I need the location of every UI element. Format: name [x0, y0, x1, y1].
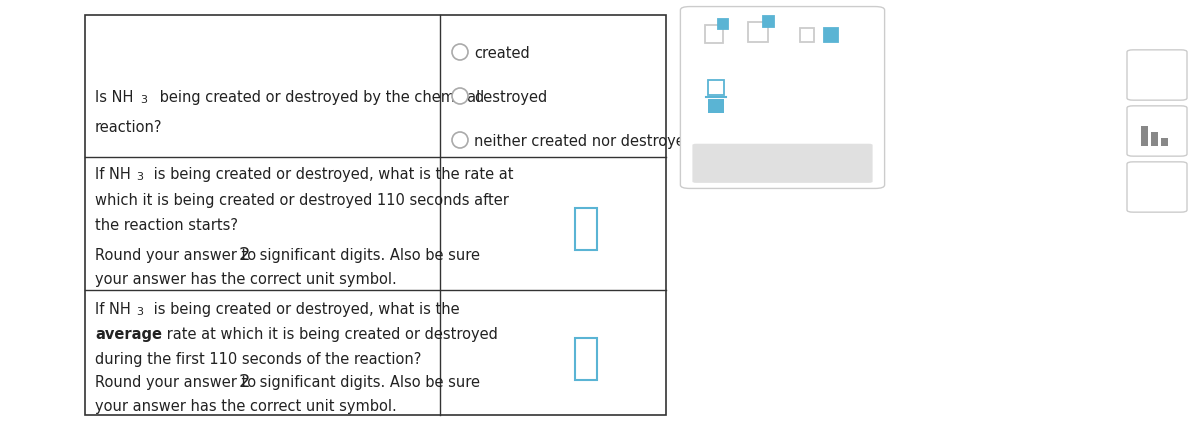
Text: reaction?: reaction? — [95, 120, 162, 135]
Text: during the first 110 seconds of the reaction?: during the first 110 seconds of the reac… — [95, 352, 421, 367]
FancyBboxPatch shape — [1127, 50, 1187, 100]
Text: rate at which it is being created or destroyed: rate at which it is being created or des… — [162, 327, 498, 342]
Text: significant digits. Also be sure: significant digits. Also be sure — [254, 248, 480, 263]
Text: Is NH: Is NH — [95, 90, 133, 105]
Text: x10: x10 — [706, 47, 720, 56]
Text: ⊞: ⊞ — [1147, 63, 1166, 87]
Bar — [748, 22, 768, 42]
Text: your answer has the correct unit symbol.: your answer has the correct unit symbol. — [95, 399, 397, 414]
Ellipse shape — [452, 88, 468, 104]
Ellipse shape — [452, 132, 468, 148]
Ellipse shape — [452, 44, 468, 60]
Text: 2: 2 — [239, 246, 251, 264]
Text: is being created or destroyed, what is the rate at: is being created or destroyed, what is t… — [149, 167, 514, 182]
Text: created: created — [474, 46, 529, 61]
Text: 3: 3 — [140, 95, 148, 105]
FancyBboxPatch shape — [680, 6, 884, 188]
Text: ·: · — [817, 30, 822, 45]
FancyBboxPatch shape — [1127, 162, 1187, 212]
Text: 3: 3 — [136, 307, 143, 317]
FancyBboxPatch shape — [1127, 106, 1187, 156]
Bar — [706, 25, 722, 43]
Bar — [575, 208, 598, 250]
Bar — [708, 80, 724, 95]
Bar — [763, 16, 774, 27]
Text: ×: × — [722, 155, 738, 173]
Text: 2: 2 — [239, 373, 251, 391]
Text: destroyed: destroyed — [474, 90, 547, 105]
Text: your answer has the correct unit symbol.: your answer has the correct unit symbol. — [95, 272, 397, 287]
FancyBboxPatch shape — [692, 144, 872, 183]
Bar — [1162, 138, 1168, 146]
Text: ↺: ↺ — [763, 155, 776, 173]
Text: Ar: Ar — [1148, 179, 1165, 194]
Text: significant digits. Also be sure: significant digits. Also be sure — [254, 375, 480, 390]
Text: neither created nor destroyed: neither created nor destroyed — [474, 134, 694, 149]
Text: which it is being created or destroyed 110 seconds after: which it is being created or destroyed 1… — [95, 193, 509, 208]
Text: Round your answer to: Round your answer to — [95, 248, 260, 263]
Text: If NH: If NH — [95, 167, 131, 182]
Text: 3: 3 — [136, 172, 143, 182]
Text: the reaction starts?: the reaction starts? — [95, 218, 238, 233]
Bar — [1141, 126, 1148, 146]
Bar — [718, 19, 728, 29]
Bar — [824, 28, 838, 42]
Text: being created or destroyed by the chemical: being created or destroyed by the chemic… — [155, 90, 480, 105]
Text: ?: ? — [805, 155, 815, 173]
Bar — [85, 15, 666, 415]
Text: is being created or destroyed, what is the: is being created or destroyed, what is t… — [149, 302, 460, 317]
Text: Round your answer to: Round your answer to — [95, 375, 260, 390]
Text: If NH: If NH — [95, 302, 131, 317]
Bar — [575, 338, 598, 380]
Bar — [800, 28, 814, 42]
Text: average: average — [95, 327, 162, 342]
Bar — [1151, 132, 1158, 146]
Bar — [708, 99, 724, 113]
